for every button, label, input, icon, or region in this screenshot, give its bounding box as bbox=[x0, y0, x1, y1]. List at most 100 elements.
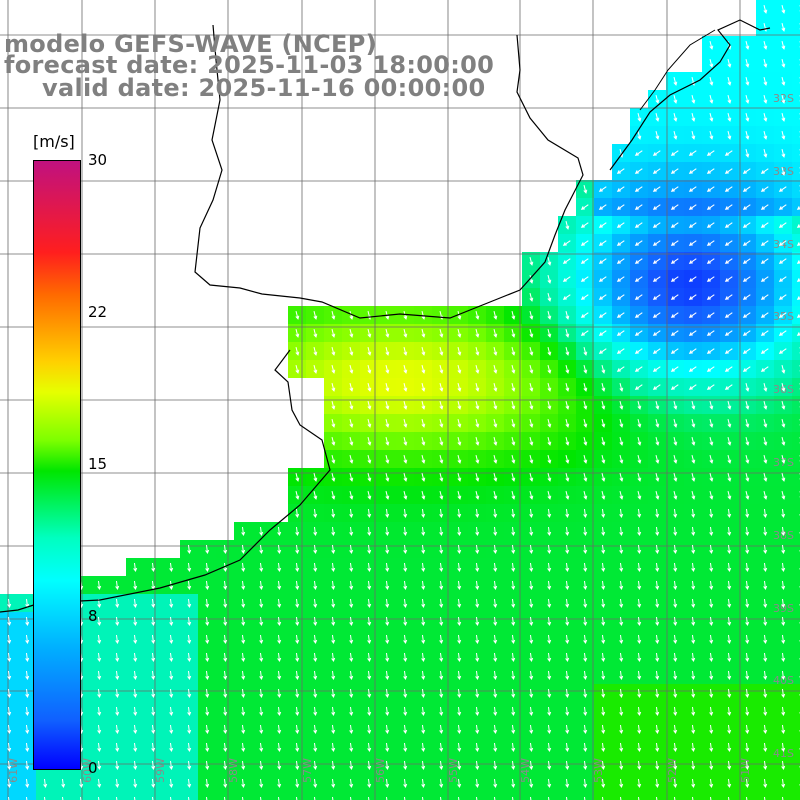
wind-arrow bbox=[637, 418, 642, 428]
wind-speed-cell bbox=[756, 792, 774, 800]
wind-arrow bbox=[25, 742, 30, 753]
wind-arrow bbox=[223, 724, 228, 735]
wind-arrow bbox=[742, 312, 751, 318]
wind-arrow bbox=[205, 742, 210, 753]
wind-arrow bbox=[313, 706, 318, 717]
wind-arrow bbox=[778, 348, 787, 354]
wind-arrow bbox=[781, 616, 786, 627]
wind-arrow bbox=[241, 760, 246, 771]
wind-arrow bbox=[529, 760, 534, 771]
wind-arrow bbox=[673, 598, 678, 609]
wind-arrow bbox=[760, 258, 769, 264]
wind-arrow bbox=[296, 796, 298, 800]
wind-arrow bbox=[475, 418, 480, 428]
wind-arrow bbox=[637, 562, 642, 573]
longitude-label: 53W bbox=[592, 758, 605, 783]
wind-arrow bbox=[295, 490, 300, 500]
wind-arrow bbox=[781, 58, 786, 68]
wind-arrow bbox=[547, 580, 552, 591]
wind-arrow bbox=[781, 490, 786, 500]
wind-arrow bbox=[313, 634, 318, 645]
wind-arrow bbox=[709, 58, 714, 68]
wind-arrow bbox=[403, 364, 408, 374]
wind-arrow bbox=[601, 400, 606, 410]
wind-arrow bbox=[760, 312, 769, 318]
wind-arrow bbox=[673, 130, 678, 140]
wind-arrow bbox=[781, 778, 786, 789]
wind-arrow bbox=[670, 168, 679, 174]
wind-arrow bbox=[601, 436, 606, 446]
wind-arrow bbox=[439, 706, 444, 717]
wind-arrow bbox=[259, 670, 264, 681]
wind-arrow bbox=[778, 294, 787, 300]
wind-arrow bbox=[566, 796, 568, 800]
wind-arrow bbox=[529, 544, 534, 555]
wind-arrow bbox=[709, 634, 714, 645]
wind-arrow bbox=[745, 130, 750, 140]
wind-arrow bbox=[655, 112, 660, 122]
wind-arrow bbox=[619, 454, 624, 464]
wind-arrow bbox=[583, 490, 588, 500]
wind-arrow bbox=[493, 310, 498, 320]
wind-arrow bbox=[295, 508, 300, 519]
wind-arrow bbox=[547, 400, 552, 410]
wind-arrow bbox=[724, 366, 733, 372]
wind-arrow bbox=[655, 670, 660, 681]
wind-arrow bbox=[314, 796, 316, 800]
wind-arrow bbox=[781, 130, 786, 140]
wind-arrow bbox=[277, 778, 282, 789]
wind-arrow bbox=[350, 796, 352, 800]
wind-arrow bbox=[313, 526, 318, 537]
wind-arrow bbox=[745, 94, 750, 104]
wind-arrow bbox=[259, 598, 264, 609]
wind-arrow bbox=[583, 724, 588, 735]
wind-speed-cell bbox=[126, 792, 144, 800]
wind-arrow bbox=[583, 418, 588, 428]
wind-speed-cell bbox=[288, 792, 306, 800]
wind-arrow bbox=[673, 580, 678, 591]
wind-arrow bbox=[511, 616, 516, 627]
wind-arrow bbox=[670, 312, 679, 318]
wind-arrow bbox=[724, 294, 733, 300]
wind-arrow bbox=[781, 652, 786, 663]
wind-arrow bbox=[781, 364, 786, 374]
wind-arrow bbox=[724, 330, 733, 336]
wind-arrow bbox=[745, 634, 750, 645]
wind-arrow bbox=[313, 580, 318, 591]
wind-speed-cell bbox=[792, 666, 800, 684]
wind-arrow bbox=[583, 760, 588, 771]
wind-arrow bbox=[709, 760, 714, 771]
wind-arrow bbox=[619, 382, 624, 392]
wind-arrow bbox=[763, 148, 768, 158]
wind-arrow bbox=[403, 400, 408, 410]
wind-arrow bbox=[763, 94, 768, 104]
wind-arrow bbox=[745, 112, 750, 122]
wind-arrow bbox=[385, 400, 390, 410]
wind-arrow bbox=[547, 760, 552, 771]
wind-arrow bbox=[706, 150, 715, 156]
wind-arrow bbox=[709, 112, 714, 122]
wind-arrow bbox=[637, 652, 642, 663]
wind-arrow bbox=[781, 598, 786, 609]
wind-arrow bbox=[493, 598, 498, 609]
wind-arrow bbox=[727, 724, 732, 735]
wind-arrow bbox=[529, 472, 534, 482]
wind-arrow bbox=[710, 796, 712, 800]
wind-arrow bbox=[727, 706, 732, 717]
wind-arrow bbox=[511, 328, 516, 338]
wind-arrow bbox=[224, 796, 226, 800]
wind-arrow bbox=[115, 616, 120, 627]
wind-arrow bbox=[670, 294, 679, 300]
wind-arrow bbox=[493, 364, 498, 374]
wind-arrow bbox=[634, 150, 643, 156]
wind-arrow bbox=[655, 778, 660, 789]
wind-arrow bbox=[565, 310, 570, 320]
wind-arrow bbox=[598, 240, 607, 246]
wind-arrow bbox=[655, 508, 660, 519]
wind-arrow bbox=[457, 616, 462, 627]
wind-arrow bbox=[295, 706, 300, 717]
wind-arrow bbox=[241, 652, 246, 663]
wind-speed-cell bbox=[414, 792, 432, 800]
wind-arrow bbox=[673, 616, 678, 627]
wind-arrow bbox=[691, 472, 696, 482]
